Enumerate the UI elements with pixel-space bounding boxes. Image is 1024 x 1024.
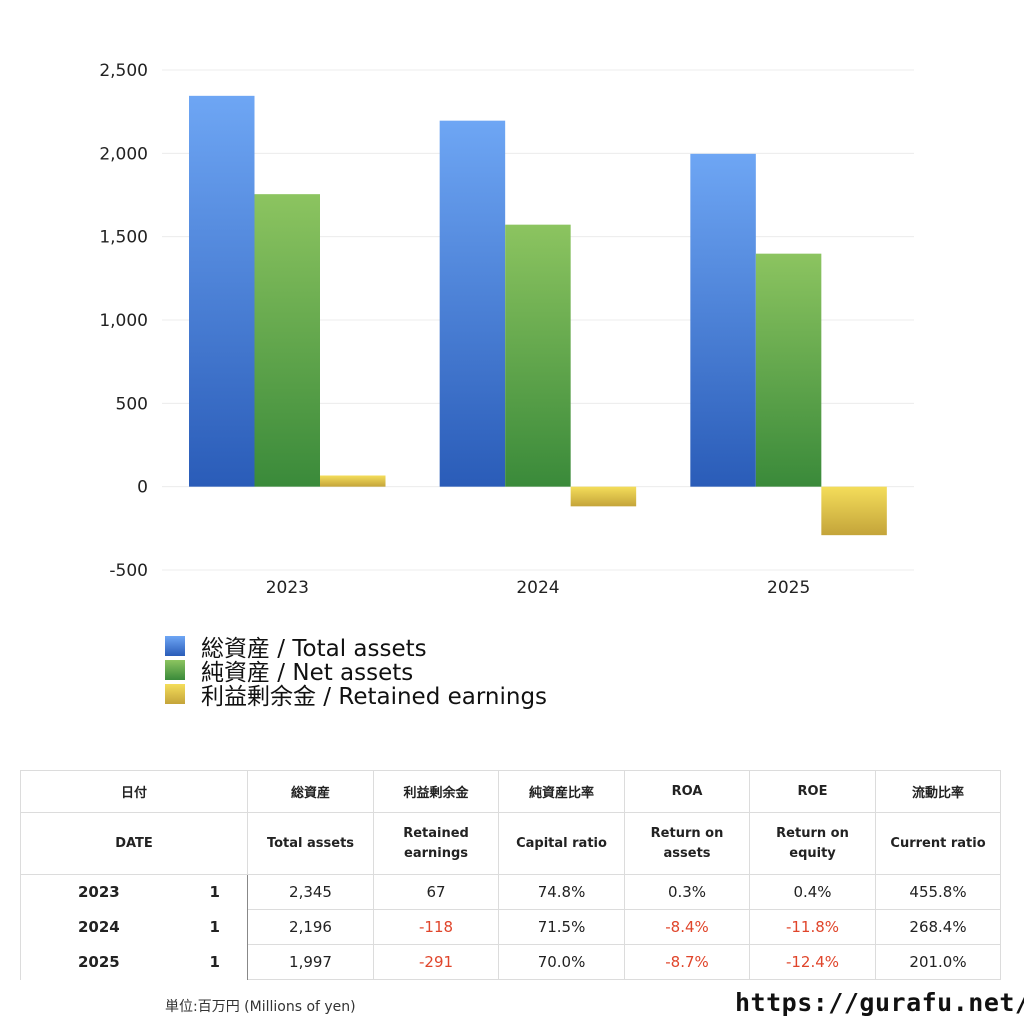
table-row: 2025 1 1,997 -291 70.0% -8.7% -12.4% 201… [20,944,1002,980]
cell-total-assets: 2,196 [247,909,375,945]
header-date-jp: 日付 [19,770,249,813]
cell-current-ratio: 455.8% [875,874,1002,910]
cell-roa: -8.4% [624,909,751,945]
header-capital-ratio-jp: 純資産比率 [498,770,626,813]
header-roe-jp: ROE [749,770,877,813]
cell-roe: -12.4% [749,944,877,980]
y-tick-label: 1,000 [99,311,148,331]
cell-capital-ratio: 71.5% [498,909,626,945]
source-url: https://gurafu.net/ [735,988,1024,1017]
legend-swatch-total-assets [165,636,185,656]
header-capital-ratio-en: Capital ratio [498,812,626,875]
chart-legend: 総資産 / Total assets 純資産 / Net assets 利益剰余… [165,634,547,710]
header-total-assets-jp: 総資産 [247,770,375,813]
bar-total-assets-2023 [189,95,255,487]
y-tick-label: 1,500 [99,228,148,248]
y-tick-label: 500 [116,394,148,414]
header-total-assets-en: Total assets [247,812,375,875]
table-header-en: DATE Total assets Retained earnings Capi… [19,812,1002,875]
bar-net-assets-2024 [505,224,571,487]
cell-capital-ratio: 74.8% [498,874,626,910]
legend-item-net-assets: 純資産 / Net assets [165,658,547,686]
cell-roa: 0.3% [624,874,751,910]
bar-total-assets-2024 [439,120,506,487]
legend-swatch-net-assets [165,660,185,680]
cell-total-assets: 2,345 [247,874,375,910]
header-current-ratio-en: Current ratio [875,812,1002,875]
cell-current-ratio: 201.0% [875,944,1002,980]
legend-label: 純資産 / Net assets [201,660,414,686]
cell-current-ratio: 268.4% [875,909,1002,945]
cell-retained: -118 [373,909,500,945]
x-tick-label: 2024 [516,578,559,598]
table-row: 2023 1 2,345 67 74.8% 0.3% 0.4% 455.8% [20,874,1002,910]
row-year: 2024 [20,909,182,945]
cell-roa: -8.7% [624,944,751,980]
row-year: 2023 [20,874,182,910]
y-tick-label: 0 [137,478,148,498]
row-index: 1 [181,874,249,910]
legend-label: 総資産 / Total assets [201,636,427,662]
legend-swatch-retained-earnings [165,684,185,704]
bar-retained-earnings-2023 [320,475,386,487]
financial-table: 日付 総資産 利益剰余金 純資産比率 ROA ROE 流動比率 DATE Tot… [19,770,1002,980]
cell-total-assets: 1,997 [247,944,375,980]
cell-retained: 67 [373,874,500,910]
legend-item-retained-earnings: 利益剰余金 / Retained earnings [165,682,547,710]
unit-note: 単位:百万円 (Millions of yen) [165,999,356,1015]
header-retained-jp: 利益剰余金 [373,770,500,813]
row-index: 1 [181,909,249,945]
header-roa-en: Return on assets [624,812,751,875]
legend-label: 利益剰余金 / Retained earnings [201,684,548,710]
bar-retained-earnings-2024 [570,486,637,507]
x-tick-label: 2025 [767,578,810,598]
y-tick-label: 2,500 [99,61,148,81]
bar-retained-earnings-2025 [821,486,887,536]
bar-chart: -500 0 500 1,000 1,500 2,000 2,500 2023 2024 202… [99,61,914,598]
y-tick-label: 2,000 [99,144,148,164]
y-tick-label: -500 [109,561,148,581]
legend-item-total-assets: 総資産 / Total assets [165,634,547,662]
row-year: 2025 [20,944,182,980]
header-retained-en: Retained earnings [373,812,500,875]
bar-net-assets-2025 [755,253,822,487]
table-header-jp: 日付 総資産 利益剰余金 純資産比率 ROA ROE 流動比率 [19,770,1002,813]
header-roa-jp: ROA [624,770,751,813]
cell-roe: -11.8% [749,909,877,945]
bar-total-assets-2025 [690,153,756,487]
header-current-ratio-jp: 流動比率 [875,770,1002,813]
row-index: 1 [181,944,249,980]
bar-net-assets-2023 [254,194,320,487]
header-date-en: DATE [19,812,249,875]
cell-capital-ratio: 70.0% [498,944,626,980]
cell-retained: -291 [373,944,500,980]
x-tick-label: 2023 [266,578,309,598]
table-row: 2024 1 2,196 -118 71.5% -8.4% -11.8% 268… [20,909,1002,945]
cell-roe: 0.4% [749,874,877,910]
header-roe-en: Return on equity [749,812,877,875]
